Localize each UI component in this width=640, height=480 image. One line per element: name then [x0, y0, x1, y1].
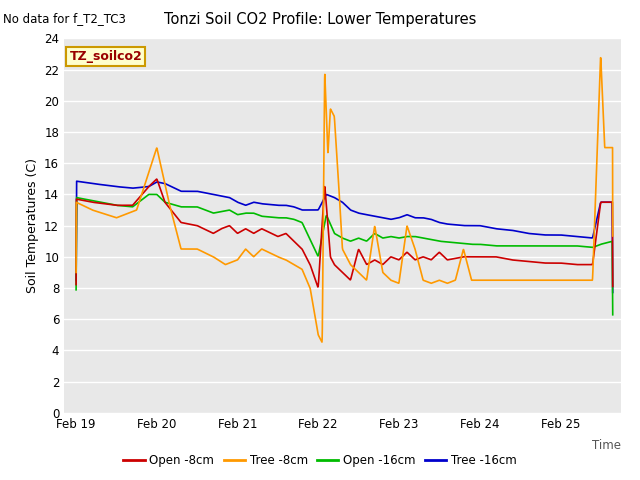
Text: Tonzi Soil CO2 Profile: Lower Temperatures: Tonzi Soil CO2 Profile: Lower Temperatur…	[164, 12, 476, 27]
Text: Time: Time	[592, 439, 621, 452]
Legend: Open -8cm, Tree -8cm, Open -16cm, Tree -16cm: Open -8cm, Tree -8cm, Open -16cm, Tree -…	[118, 449, 522, 472]
Text: No data for f_T2_TC3: No data for f_T2_TC3	[3, 12, 126, 25]
Y-axis label: Soil Temperatures (C): Soil Temperatures (C)	[26, 158, 38, 293]
Text: TZ_soilco2: TZ_soilco2	[70, 49, 142, 62]
